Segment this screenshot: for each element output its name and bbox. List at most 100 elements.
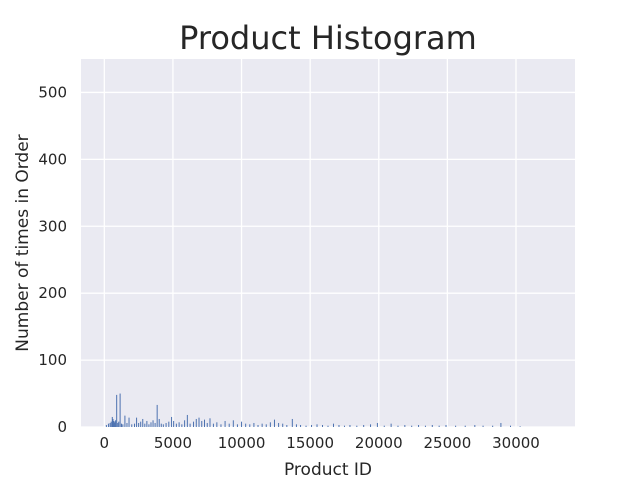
histogram-bar — [224, 420, 226, 427]
x-tick-label: 30000 — [492, 434, 540, 452]
histogram-bar — [397, 425, 399, 427]
histogram-bar — [455, 425, 457, 427]
histogram-bar — [241, 421, 243, 427]
histogram-bar — [184, 420, 186, 427]
histogram-bar — [431, 424, 433, 427]
histogram-bar — [168, 421, 170, 427]
y-tick-label: 400 — [38, 150, 67, 168]
histogram-bar — [152, 420, 154, 427]
histogram-bar — [257, 424, 259, 427]
histogram-bar — [305, 425, 307, 427]
histogram-bar — [107, 423, 109, 427]
histogram-bar — [111, 416, 113, 427]
histogram-bar — [370, 424, 372, 427]
y-axis-label: Number of times in Order — [13, 134, 33, 351]
histogram-bar — [482, 425, 484, 427]
histogram-bar — [265, 424, 267, 427]
histogram-bar — [195, 418, 197, 427]
histogram-bar — [112, 418, 114, 427]
histogram-bar — [109, 422, 111, 427]
x-tick-label: 20000 — [355, 434, 403, 452]
histogram-bar — [236, 424, 238, 427]
histogram-bar — [186, 414, 188, 427]
histogram-bar — [261, 423, 263, 427]
histogram-bar — [162, 424, 164, 427]
histogram-bar — [438, 425, 440, 427]
x-axis-ticks: 0 5000 10000 15000 20000 25000 30000 — [100, 434, 540, 452]
histogram-bar — [189, 423, 191, 427]
histogram-bar — [390, 423, 392, 427]
histogram-bar — [464, 425, 466, 427]
x-tick-label: 15000 — [286, 434, 334, 452]
histogram-bar — [175, 423, 177, 427]
histogram-bar — [322, 424, 324, 427]
histogram-bar — [286, 424, 288, 427]
histogram-bar — [146, 420, 148, 427]
histogram-bar — [165, 422, 167, 427]
histogram-bar — [160, 423, 162, 427]
histogram-bars — [105, 393, 521, 427]
histogram-bar — [383, 425, 385, 427]
histogram-bar — [295, 424, 297, 427]
histogram-bar — [269, 422, 271, 427]
histogram-bar — [327, 425, 329, 427]
histogram-bar — [116, 394, 118, 427]
histogram-bar — [212, 423, 214, 427]
histogram-bar — [418, 424, 420, 427]
histogram-bar — [349, 424, 351, 427]
histogram-bar — [343, 425, 345, 427]
histogram-bar — [178, 422, 180, 427]
histogram-bar — [138, 422, 140, 427]
y-axis-ticks: 0 100 200 300 400 500 — [38, 83, 67, 436]
histogram-bar — [338, 424, 340, 427]
histogram-bar — [204, 419, 205, 427]
histogram-bar — [128, 417, 130, 427]
histogram-bar — [120, 423, 122, 427]
histogram-bar — [198, 417, 200, 427]
histogram-bar — [150, 422, 152, 427]
histogram-bar — [316, 424, 318, 427]
histogram-bar — [404, 424, 406, 427]
histogram-bar — [119, 393, 121, 427]
y-tick-label: 200 — [38, 284, 67, 302]
histogram-bar — [144, 423, 146, 427]
histogram-bar — [171, 416, 173, 427]
histogram-bar — [500, 422, 502, 427]
histogram-bar — [105, 424, 107, 427]
y-tick-label: 100 — [38, 351, 67, 369]
x-tick-label: 5000 — [154, 434, 192, 452]
histogram-bar — [118, 421, 120, 427]
histogram-bar — [424, 425, 426, 427]
histogram-bar — [206, 422, 208, 427]
histogram-bar — [445, 424, 447, 427]
histogram-bar — [363, 424, 365, 427]
histogram-bar — [209, 418, 211, 427]
histogram-bar — [134, 423, 136, 427]
histogram-bar — [492, 425, 494, 427]
histogram-bar — [173, 420, 175, 427]
histogram-bar — [142, 418, 144, 427]
histogram-bar — [115, 420, 117, 427]
histogram-bar — [245, 423, 247, 427]
histogram-bar — [136, 417, 138, 427]
y-tick-label: 300 — [38, 217, 67, 235]
histogram-bar — [311, 424, 313, 427]
histogram-bar — [253, 422, 255, 427]
histogram-bar — [110, 421, 112, 427]
plot-area — [81, 59, 575, 427]
histogram-bar — [474, 424, 476, 427]
histogram-bar — [278, 422, 280, 427]
histogram-bar — [232, 420, 234, 427]
histogram-bar — [193, 421, 195, 427]
histogram-bar — [126, 422, 128, 427]
histogram-bar — [376, 422, 378, 427]
histogram-bar — [148, 424, 150, 427]
histogram-bar — [249, 424, 251, 427]
y-tick-label: 500 — [38, 83, 67, 101]
y-tick-label: 0 — [57, 418, 67, 436]
histogram-bar — [181, 424, 183, 427]
histogram-bar — [510, 425, 512, 427]
histogram-bar — [122, 424, 124, 427]
histogram-bar — [228, 423, 230, 427]
